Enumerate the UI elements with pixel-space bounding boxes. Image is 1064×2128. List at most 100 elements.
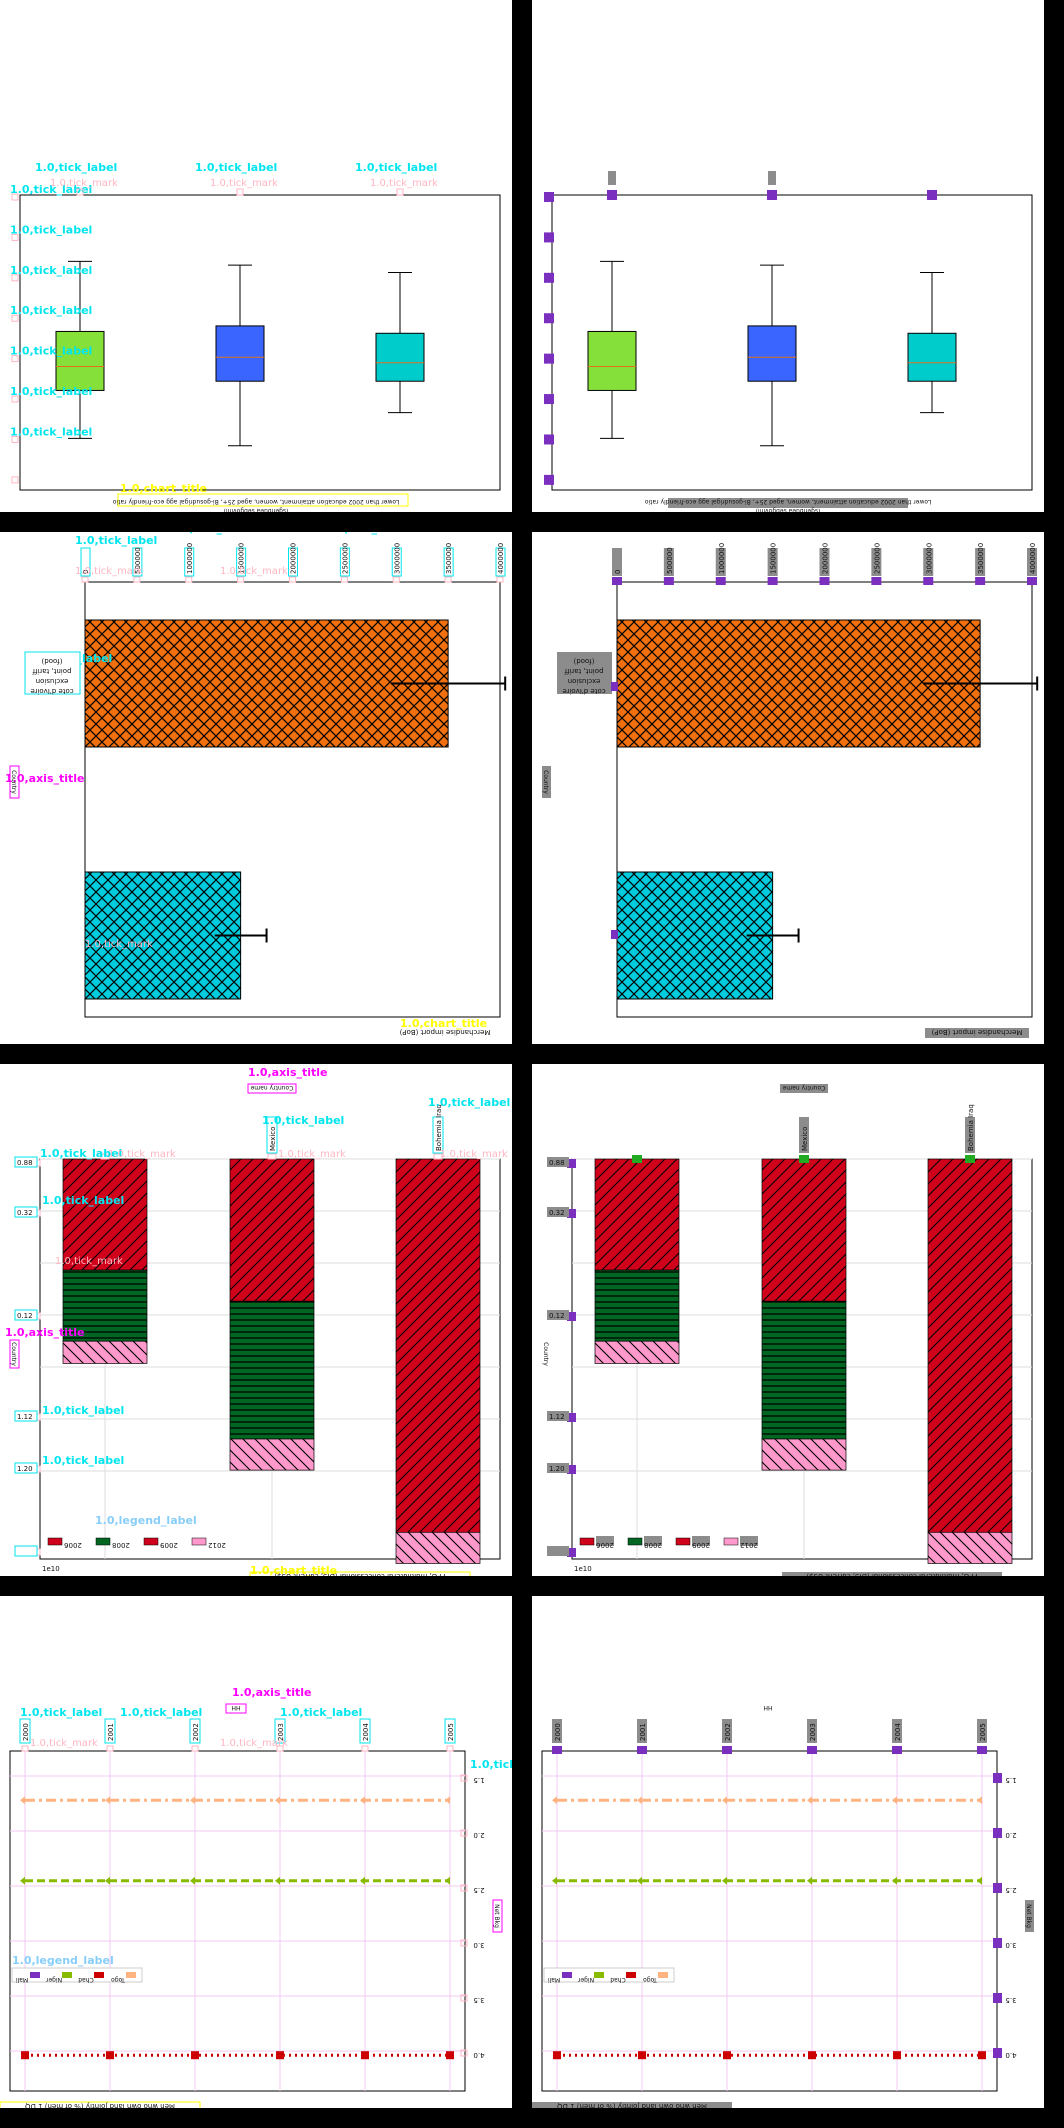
x-tick-label: 2003: [809, 1723, 817, 1741]
legend-label-group: 2008: [644, 1541, 662, 1549]
tick-marker: [993, 1773, 1002, 1783]
chart-title-annotation: 1.0,chart_title: [250, 1564, 337, 1576]
x-tick-text: 2500000: [341, 543, 349, 574]
legend-label: Chad: [78, 1976, 94, 1983]
series-point: [807, 1876, 812, 1885]
x-tick-label: 0: [614, 570, 622, 574]
x-tick-label: 2004: [362, 1723, 370, 1741]
bar-0: [616, 619, 981, 748]
y-tick-label: 3.5: [473, 1996, 484, 2004]
x-tick-text: 3500000: [977, 543, 985, 574]
chart-subtitle: (sgenbuea sebgovini): [224, 507, 289, 512]
tick-label-box: [19, 1718, 31, 1744]
series-point: [445, 1876, 450, 1885]
tick-marker: [993, 1883, 1002, 1893]
tick-label-box: [432, 1116, 444, 1154]
axis-title-annotation: 1.0,axis_title: [5, 772, 85, 785]
y-axis-title-group: Country: [542, 766, 551, 798]
tick-label-box: [552, 1719, 562, 1743]
y-axis-title: Country: [10, 770, 17, 794]
tick-marker: [544, 272, 554, 283]
series-point: [638, 2051, 646, 2060]
tick-label-box: [871, 548, 882, 576]
y-tick-label-group: 4.0: [473, 2051, 484, 2059]
tick-label-annotation: 1.0,tick_label: [280, 1706, 362, 1719]
tick-marker: [567, 1548, 576, 1557]
chart-panel-1-masked: 0 500000 1000000 1500000 2000000 2500000 30000…: [532, 532, 1044, 1044]
tick-label-box: [274, 1718, 286, 1744]
x-tick-label: Mexico: [801, 1127, 809, 1151]
y-tick-label: 1.12: [17, 1413, 33, 1421]
series-point: [276, 2051, 284, 2060]
tick-label-annotation: 1.0,tick_label: [10, 345, 92, 358]
tick-marker: [993, 1828, 1002, 1838]
tick-marker: [663, 577, 674, 585]
legend-label: 2008: [644, 1541, 662, 1549]
x-tick-text: 2003: [277, 1723, 285, 1741]
tick-label-annotation: 1.0,tick_label: [42, 1404, 124, 1417]
tick-label-annotation: 1.0,tick_label: [195, 161, 277, 174]
y-axis-title-group: Net Bkg: [492, 1899, 503, 1933]
plot-area: 0.88 0.32 0.12 1.12 1.20 Mexico Bohemia Iraq Co…: [542, 1084, 1033, 1576]
category-label: (food): [573, 657, 594, 665]
y-tick-label: 0.88: [17, 1159, 33, 1167]
legend-label-group: Niger: [577, 1976, 594, 1983]
tick-label-box: [547, 1411, 569, 1421]
tick-mark: [460, 1829, 468, 1837]
box-1: [215, 325, 265, 382]
y-tick-label: 1.5: [473, 1776, 484, 1784]
series-point: [723, 2051, 731, 2060]
tick-marker: [807, 1746, 817, 1754]
x-tick-text: 2002: [724, 1723, 732, 1741]
legend-label-annotation: 1.0,legend_label: [12, 1954, 114, 1967]
tick-mark-annotation: 1.0,tick_mark: [220, 566, 288, 577]
category-label-box: [24, 651, 81, 695]
offset-label: 1e10: [42, 1565, 60, 1573]
legend-label-box: [740, 1536, 758, 1546]
tick-label-box: [977, 1719, 987, 1743]
tick-label-box: [14, 1156, 38, 1168]
box-1: [747, 325, 797, 382]
x-tick-label: 4000000: [1029, 543, 1037, 574]
series-point: [807, 1796, 812, 1805]
x-tick-text: 2000000: [822, 543, 830, 574]
tick-mark: [496, 576, 504, 583]
tick-marker: [799, 1155, 809, 1163]
tick-label-box: [965, 1117, 975, 1153]
x-tick-text: 3000000: [393, 543, 401, 574]
x-tick-label: Bohemia Iraq: [967, 1104, 975, 1151]
x-tick-text: 1500000: [238, 543, 246, 574]
y-tick-label: 3.5: [1005, 1996, 1016, 2004]
x-tick-text: 2000: [554, 1723, 562, 1741]
tick-marker: [993, 2048, 1002, 2058]
tick-mark-annotation: 1.0,tick_mark: [278, 1149, 346, 1160]
tick-label-annotation: 1.0,tick_label: [10, 223, 92, 236]
tick-marker: [977, 1746, 987, 1754]
x-tick-label: 2004: [894, 1723, 902, 1741]
tick-label-annotation: 1.0,tick_label: [355, 161, 437, 174]
axis-title-box: [542, 766, 551, 798]
y-axis-title: Country: [10, 1342, 17, 1366]
tick-label-box: [547, 1207, 569, 1217]
x-tick-text: 500000: [666, 547, 674, 574]
tick-label-box: [14, 1309, 38, 1321]
x-tick-text: 1000000: [718, 543, 726, 574]
x-tick-text: 2004: [362, 1723, 370, 1741]
series-point: [637, 1796, 642, 1805]
tick-label-box: [637, 1719, 647, 1743]
x-tick-label: 1500000: [238, 543, 246, 574]
tick-marker: [612, 577, 622, 585]
tick-mark-annotation: 1.0,tick_mark: [108, 1149, 176, 1160]
tick-label-box: [663, 548, 674, 576]
axis-title-box: [492, 1899, 503, 1933]
tick-mark-annotation: 1.0,tick_mark: [85, 939, 153, 950]
tick-label-box: [80, 547, 91, 577]
tick-mark: [237, 576, 245, 583]
tick-mark: [433, 1153, 443, 1160]
tick-marker: [611, 930, 618, 939]
tick-marker: [722, 1746, 732, 1754]
tick-label-box: [768, 171, 776, 185]
legend-frame: [11, 1967, 143, 1983]
legend-swatch: [94, 1972, 104, 1978]
bar-2012-1: [229, 1438, 315, 1471]
